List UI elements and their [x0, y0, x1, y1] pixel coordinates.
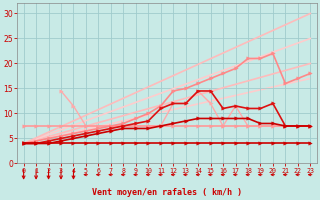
X-axis label: Vent moyen/en rafales ( km/h ): Vent moyen/en rafales ( km/h )	[92, 188, 242, 197]
